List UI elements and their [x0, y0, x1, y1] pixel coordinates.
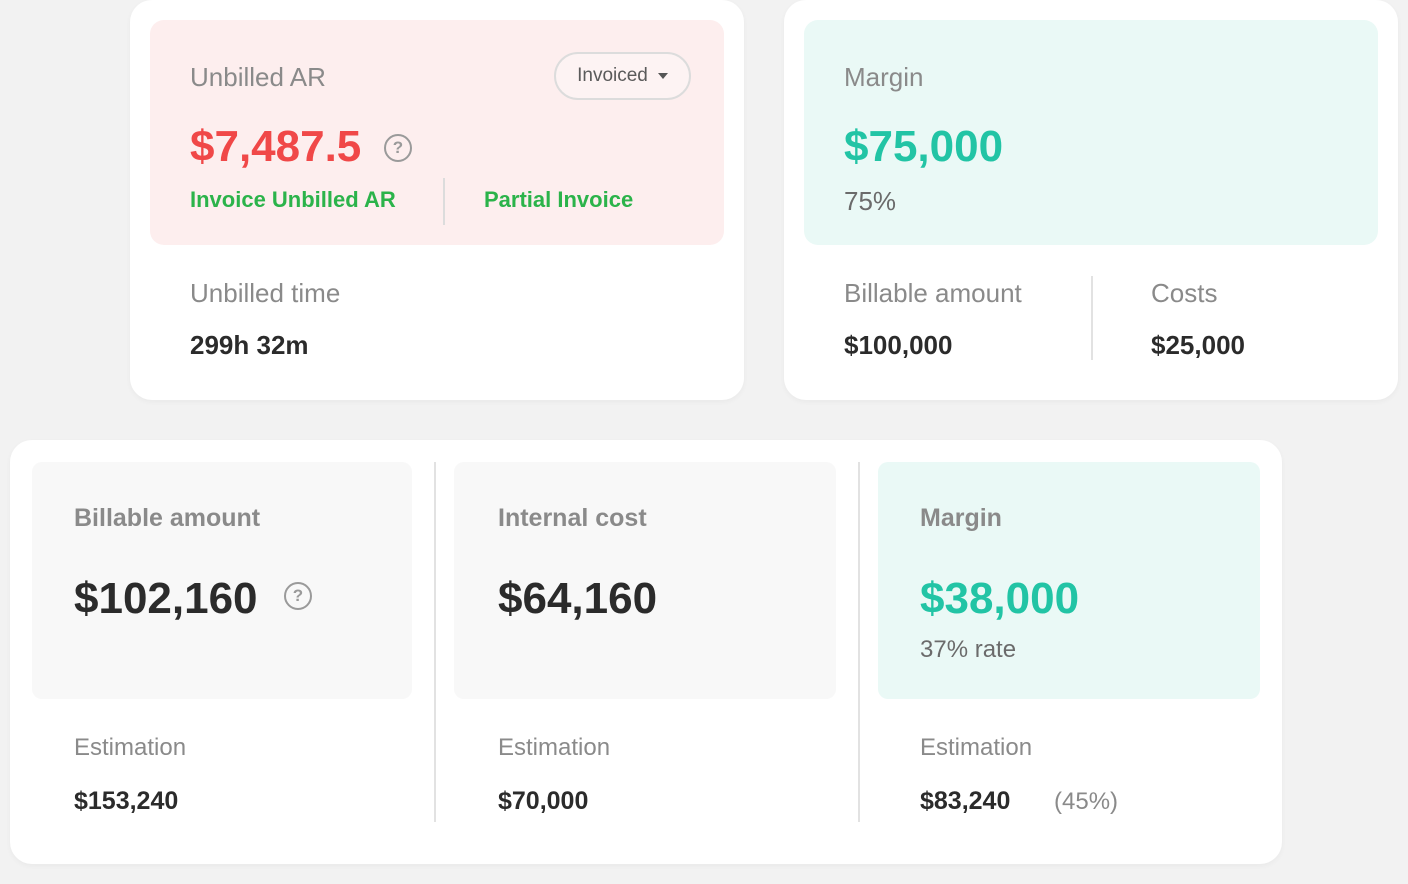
costs-value: $25,000 — [1151, 330, 1245, 360]
billable-amount-total: $102,160 — [74, 574, 258, 623]
unbilled-time-label: Unbilled time — [190, 278, 341, 308]
costs-label: Costs — [1151, 278, 1218, 308]
margin-total-panel: Margin $38,000 37% rate — [878, 462, 1260, 699]
divider — [443, 178, 445, 225]
margin-amount: $75,000 — [844, 122, 1004, 171]
divider — [434, 462, 436, 822]
unbilled-time-value: 299h 32m — [190, 330, 309, 360]
internal-cost-estimation-value: $70,000 — [498, 787, 589, 815]
billable-amount-title: Billable amount — [74, 504, 261, 532]
unbilled-ar-panel: Unbilled AR Invoiced $7,487.5 ? Invoice … — [150, 20, 724, 245]
unbilled-ar-amount: $7,487.5 — [190, 122, 362, 171]
billable-amount-panel: Billable amount $102,160 ? — [32, 462, 412, 699]
totals-card: Billable amount $102,160 ? Estimation $1… — [10, 440, 1282, 864]
invoice-unbilled-ar-link[interactable]: Invoice Unbilled AR — [190, 187, 396, 212]
internal-cost-title: Internal cost — [498, 504, 647, 532]
caret-down-icon — [657, 73, 668, 79]
margin-panel: Margin $75,000 75% — [804, 20, 1378, 245]
help-circle-icon[interactable]: ? — [284, 582, 312, 610]
invoiced-filter-dropdown[interactable]: Invoiced — [554, 52, 691, 100]
divider — [858, 462, 860, 822]
internal-cost-panel: Internal cost $64,160 — [454, 462, 836, 699]
unbilled-ar-card: Unbilled AR Invoiced $7,487.5 ? Invoice … — [130, 0, 744, 400]
margin-estimation-value: $83,240 — [920, 787, 1011, 815]
margin-total-amount: $38,000 — [920, 574, 1080, 623]
divider — [1091, 276, 1093, 360]
margin-title: Margin — [844, 62, 924, 92]
invoiced-filter-label: Invoiced — [577, 65, 648, 86]
margin-rate: 37% rate — [920, 636, 1017, 663]
partial-invoice-link[interactable]: Partial Invoice — [484, 187, 634, 212]
margin-total-title: Margin — [920, 504, 1002, 532]
billable-amount-value: $100,000 — [844, 330, 953, 360]
internal-cost-total: $64,160 — [498, 574, 658, 623]
margin-estimation-percent: (45%) — [1054, 788, 1119, 815]
unbilled-ar-title: Unbilled AR — [190, 62, 326, 92]
margin-percent: 75% — [844, 186, 897, 216]
billable-estimation-label: Estimation — [74, 734, 187, 761]
margin-card: Margin $75,000 75% Billable amount $100,… — [784, 0, 1398, 400]
help-circle-icon[interactable]: ? — [384, 134, 412, 162]
internal-cost-estimation-label: Estimation — [498, 734, 611, 761]
margin-estimation-label: Estimation — [920, 734, 1033, 761]
billable-amount-label: Billable amount — [844, 278, 1022, 308]
billable-estimation-value: $153,240 — [74, 787, 179, 815]
